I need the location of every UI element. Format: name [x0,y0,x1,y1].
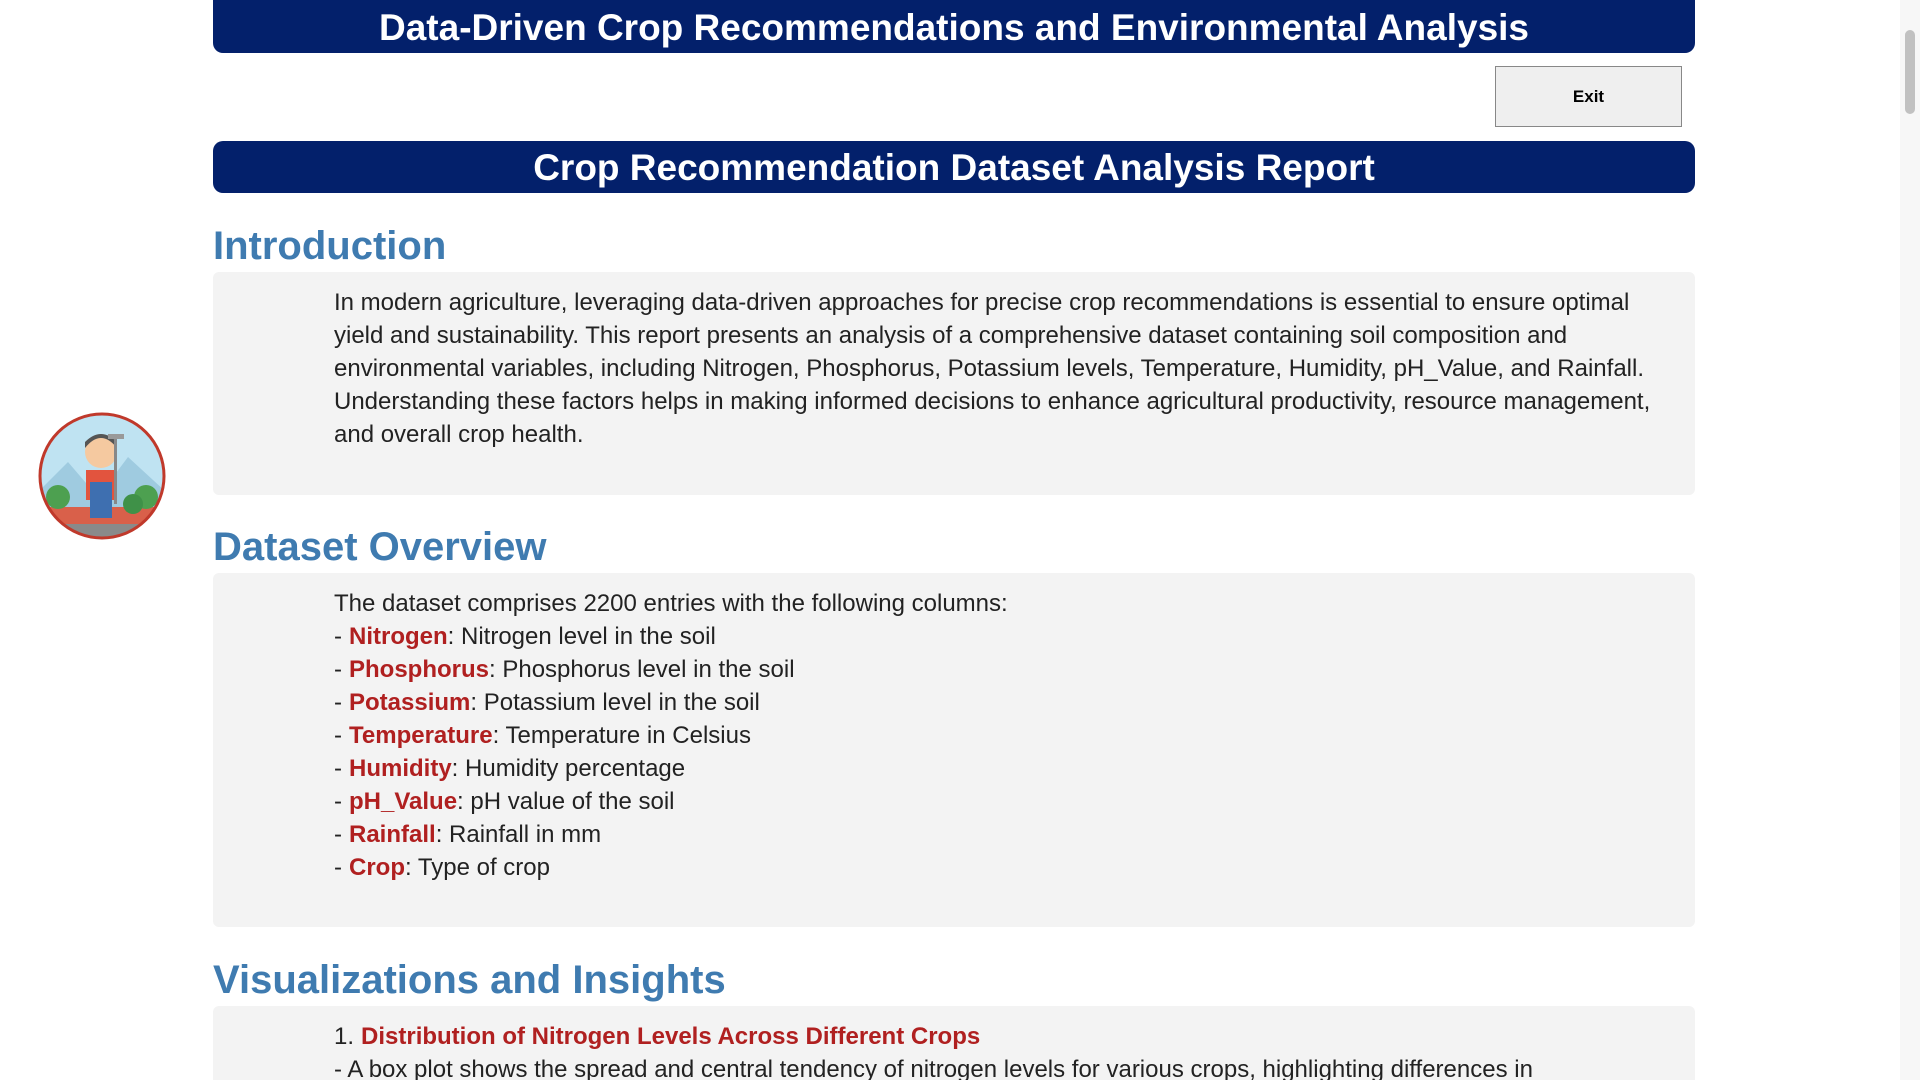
list-marker: - [334,623,342,650]
scrollbar[interactable] [1900,0,1920,1080]
paragraph: - A box plot shows the spread and centra… [334,1056,1533,1080]
term: Phosphorus [349,656,490,683]
section-body: 1. Distribution of Nitrogen Levels Across… [213,1006,1695,1080]
list-item: - Rainfall: Rainfall in mm [334,818,1683,851]
avatar [38,412,166,540]
term: Distribution of Nitrogen Levels Across D… [361,1023,981,1050]
exit-button[interactable]: Exit [1495,66,1682,127]
list-item: 1. Distribution of Nitrogen Levels Across… [334,1020,1683,1053]
description: : Phosphorus level in the soil [489,656,795,683]
paragraph: In modern agriculture, leveraging data-d… [334,289,1651,448]
section-heading: Dataset Overview [213,525,547,569]
description: : pH value of the soil [457,788,675,815]
section-body: In modern agriculture, leveraging data-d… [213,272,1695,495]
header-title: Data-Driven Crop Recommendations and Env… [213,0,1695,53]
paragraph: The dataset comprises 2200 entries with … [334,590,1008,617]
list-item: - Humidity: Humidity percentage [334,752,1683,785]
list-marker: 1. [334,1023,355,1050]
description: : Type of crop [405,854,550,881]
list-marker: - [334,788,342,815]
report-title: Crop Recommendation Dataset Analysis Rep… [213,141,1695,193]
section-body: The dataset comprises 2200 entries with … [213,573,1695,927]
term: Humidity [349,755,452,782]
list-marker: - [334,821,342,848]
list-item: - pH_Value: pH value of the soil [334,785,1683,818]
term: pH_Value [349,788,458,815]
list-marker: - [334,689,342,716]
description: : Potassium level in the soil [470,689,760,716]
section-heading: Introduction [213,224,447,268]
description: : Rainfall in mm [435,821,602,848]
list-marker: - [334,755,342,782]
description: : Humidity percentage [451,755,686,782]
list-item: - Nitrogen: Nitrogen level in the soil [334,620,1683,653]
term: Temperature [349,722,493,749]
term: Potassium [349,689,471,716]
description: : Temperature in Celsius [492,722,751,749]
section-heading: Visualizations and Insights [213,958,726,1002]
list-marker: - [334,656,342,683]
list-item: - Phosphorus: Phosphorus level in the soi… [334,653,1683,686]
scroll-thumb[interactable] [1905,30,1915,114]
list-marker: - [334,722,342,749]
list-item: - Temperature: Temperature in Celsius [334,719,1683,752]
description: : Nitrogen level in the soil [447,623,716,650]
term: Rainfall [349,821,436,848]
term: Nitrogen [349,623,448,650]
list-item: - Potassium: Potassium level in the soil [334,686,1683,719]
list-item: - Crop: Type of crop [334,851,1683,884]
list-marker: - [334,854,342,881]
term: Crop [349,854,405,881]
